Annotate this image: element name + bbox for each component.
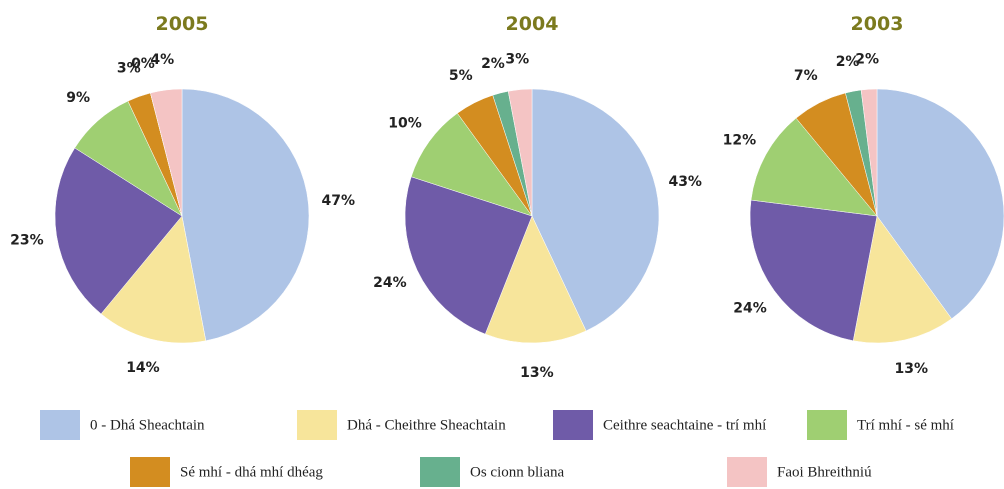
legend-label: 0 - Dhá Sheachtain <box>90 417 205 433</box>
legend-swatch <box>727 457 767 487</box>
legend-swatch <box>807 410 847 440</box>
pie-slice <box>750 117 878 217</box>
data-label: 23% <box>10 233 44 249</box>
chart-title: 2005 <box>156 13 209 35</box>
data-label: 24% <box>733 300 767 316</box>
pie-slice <box>181 88 310 342</box>
pie-slice <box>150 88 183 217</box>
data-label: 43% <box>668 174 702 190</box>
data-label: 7% <box>794 68 818 84</box>
pie-slice <box>860 88 878 217</box>
legend-label: Sé mhí - dhá mhí dhéag <box>180 464 323 480</box>
legend-swatch <box>130 457 170 487</box>
pie-slice <box>410 112 533 217</box>
pie-slice <box>404 176 533 335</box>
data-label: 14% <box>126 360 160 376</box>
data-label: 13% <box>520 365 554 381</box>
data-label: 10% <box>388 116 422 132</box>
legend-swatch <box>297 410 337 440</box>
legend-swatch <box>40 410 80 440</box>
pie-slice <box>100 215 207 344</box>
data-label: 2% <box>481 56 505 72</box>
pie-slice <box>484 215 587 344</box>
pie-slice <box>54 147 183 315</box>
legend-label: Faoi Bhreithniú <box>777 464 872 480</box>
data-label: 4% <box>150 52 174 68</box>
pie-slice <box>852 215 952 344</box>
legend-label: Dhá - Cheithre Sheachtain <box>347 417 506 433</box>
data-label: 12% <box>723 132 757 148</box>
pie-slice <box>507 88 533 217</box>
legend-swatch <box>420 457 460 487</box>
data-label: 3% <box>117 60 141 76</box>
chart-title: 2004 <box>506 13 559 35</box>
data-label: 47% <box>322 193 356 209</box>
legend-label: Os cionn bliana <box>470 464 564 480</box>
pie-slice <box>876 88 1004 320</box>
data-label: 9% <box>66 90 90 106</box>
data-label: 2% <box>836 54 860 70</box>
pie-slice <box>749 199 878 342</box>
legend-label: Trí mhí - sé mhí <box>857 417 954 433</box>
legend-swatch <box>553 410 593 440</box>
chart-title: 2003 <box>851 13 904 35</box>
data-label: 2% <box>855 51 879 67</box>
pie-slice <box>531 88 660 332</box>
data-label: 0% <box>131 56 155 72</box>
data-label: 3% <box>505 52 529 68</box>
data-label: 5% <box>449 68 473 84</box>
legend-label: Ceithre seachtaine - trí mhí <box>603 417 766 433</box>
data-label: 13% <box>894 361 928 377</box>
data-label: 24% <box>373 275 407 291</box>
